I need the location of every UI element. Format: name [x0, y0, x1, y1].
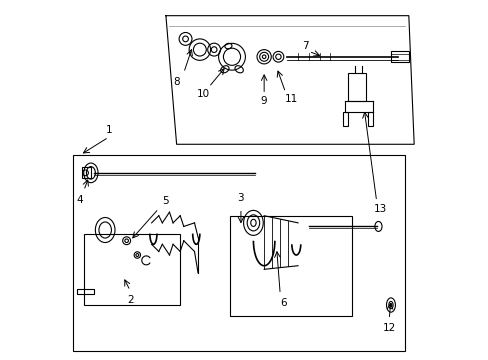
Bar: [230, 216, 351, 316]
Text: 7: 7: [301, 41, 308, 51]
Text: 8: 8: [173, 77, 180, 87]
Bar: [342, 112, 347, 126]
Bar: [367, 112, 372, 126]
Text: 5: 5: [163, 197, 169, 206]
Bar: [83, 234, 180, 305]
Text: 10: 10: [197, 89, 209, 99]
Bar: [77, 289, 94, 294]
Text: 12: 12: [382, 323, 395, 333]
Text: 1: 1: [105, 125, 112, 135]
Bar: [73, 155, 405, 351]
Bar: [390, 51, 408, 62]
Text: 11: 11: [284, 94, 297, 104]
Text: 2: 2: [126, 295, 133, 305]
Text: 9: 9: [260, 96, 267, 107]
Bar: [347, 73, 365, 102]
Polygon shape: [165, 16, 413, 144]
Bar: [82, 167, 91, 178]
Text: 3: 3: [237, 193, 244, 203]
Text: 6: 6: [280, 298, 286, 308]
Text: 13: 13: [373, 203, 386, 213]
Text: 4: 4: [77, 195, 83, 204]
